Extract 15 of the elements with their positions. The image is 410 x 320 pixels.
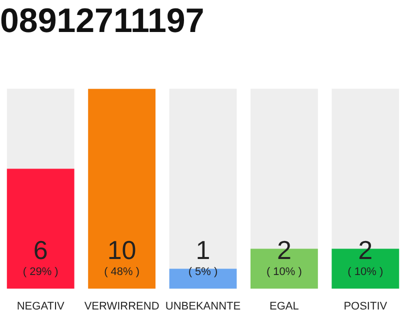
chart-title: 08912711197 [0,2,204,40]
annotation: ( 29% ) [22,266,58,278]
x-tick-label: EGAL [270,300,299,312]
x-tick-label: UNBEKANNTE [165,300,241,312]
x-tick-label: POSITIV [344,300,388,312]
annotation: ( 10% ) [266,266,302,278]
annotation: ( 5% ) [188,266,218,278]
data-label: 10 [107,234,136,265]
data-label: 1 [196,234,210,265]
data-label: 6 [33,234,48,265]
bar [169,268,237,289]
x-tick-label: VERWIRREND [84,300,160,312]
x-tick-label: NEGATIV [16,300,65,312]
annotation: ( 48% ) [104,266,140,278]
annotation: ( 10% ) [348,266,384,278]
